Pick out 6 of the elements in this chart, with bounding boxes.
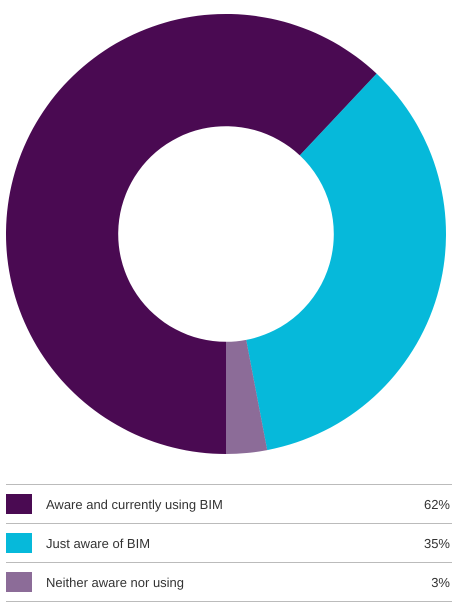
legend-label: Just aware of BIM — [46, 536, 152, 550]
legend-label: Aware and currently using BIM — [46, 496, 224, 512]
legend-label: Neither aware nor using — [46, 574, 186, 590]
data-label: 35% — [424, 536, 450, 550]
data-label: 62% — [424, 496, 450, 512]
data-label: 3% — [431, 574, 450, 590]
